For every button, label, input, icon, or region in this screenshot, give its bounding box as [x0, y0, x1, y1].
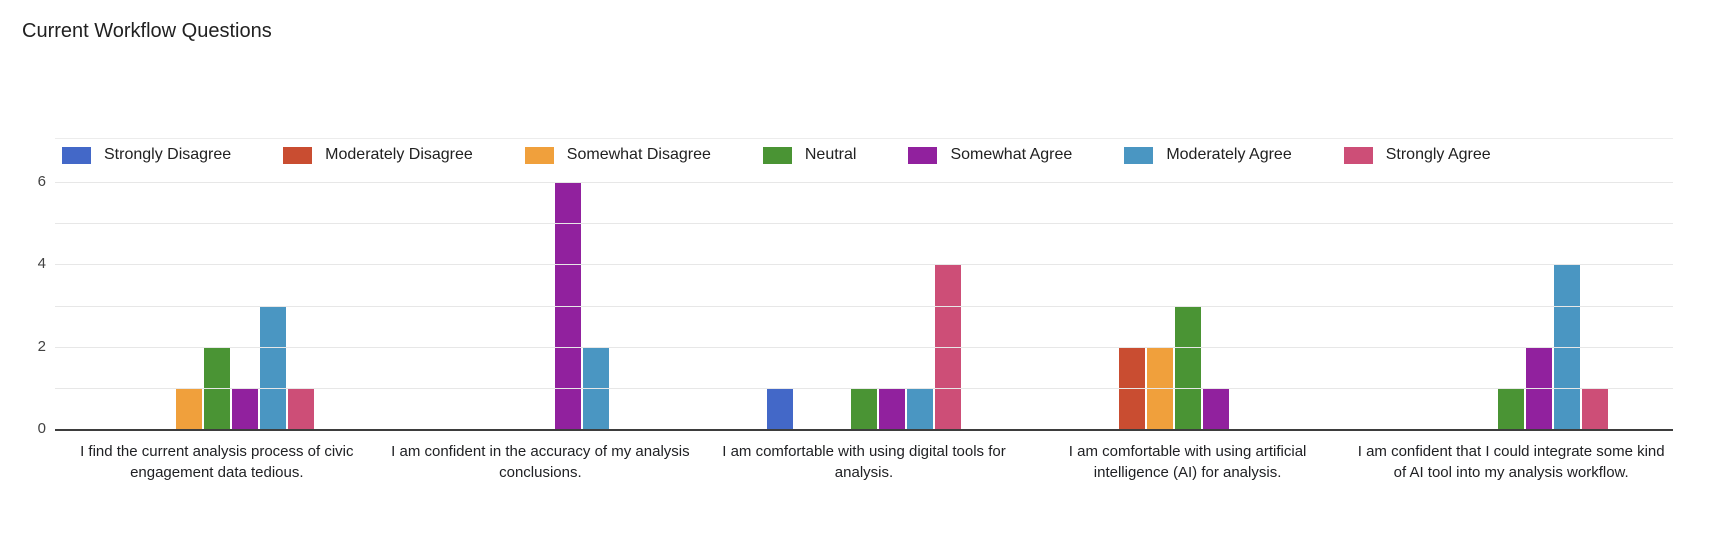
bar[interactable]: [766, 388, 793, 430]
legend-item: Somewhat Agree: [908, 146, 1072, 164]
bar[interactable]: [259, 306, 286, 430]
y-tick-label: 6: [37, 173, 46, 190]
bar-group: [702, 139, 1026, 430]
bar-group: [1349, 139, 1673, 430]
x-category-label: I am confident in the accuracy of my ana…: [379, 441, 703, 483]
legend-swatch: [1124, 146, 1154, 164]
legend-item: Somewhat Disagree: [524, 146, 711, 164]
x-category-label: I am comfortable with using digital tool…: [702, 441, 1026, 483]
legend-label: Neutral: [804, 146, 857, 163]
bar[interactable]: [1174, 306, 1201, 430]
x-category-label: I am comfortable with using artificial i…: [1026, 441, 1350, 483]
legend-item: Moderately Disagree: [283, 146, 473, 164]
bar[interactable]: [850, 388, 877, 430]
y-tick-label: 0: [37, 420, 46, 437]
legend-label: Somewhat Disagree: [566, 146, 711, 163]
legend-label: Moderately Agree: [1166, 146, 1292, 163]
gridline: [55, 387, 1673, 389]
legend-label: Strongly Disagree: [104, 146, 232, 163]
x-category-label-text: I am confident that I could integrate so…: [1357, 443, 1665, 481]
legend-swatch: [283, 146, 313, 164]
bar[interactable]: [287, 388, 314, 430]
bar[interactable]: [1498, 388, 1525, 430]
x-category-label: I find the current analysis process of c…: [55, 441, 379, 483]
gridline: [55, 182, 1673, 183]
chart-legend: Strongly Disagree Moderately Disagree Some…: [62, 146, 1491, 164]
gridline: [55, 305, 1673, 307]
legend-swatch: [762, 146, 792, 164]
legend-item: Strongly Agree: [1343, 146, 1491, 164]
x-category-label-text: I am comfortable with using artificial i…: [1068, 443, 1307, 481]
x-category-label-text: I find the current analysis process of c…: [80, 443, 354, 481]
gridline: [55, 346, 1673, 348]
legend-label: Somewhat Agree: [950, 146, 1073, 163]
legend-item: Moderately Agree: [1124, 146, 1292, 164]
legend-label: Strongly Agree: [1385, 146, 1491, 163]
legend-item: Strongly Disagree: [62, 146, 231, 164]
bar[interactable]: [1582, 388, 1609, 430]
y-tick-label: 4: [37, 255, 46, 273]
bar[interactable]: [906, 388, 933, 430]
bar[interactable]: [231, 388, 258, 430]
legend-item: Neutral: [762, 146, 857, 164]
gridline: [55, 264, 1673, 266]
x-axis-labels: I find the current analysis process of c…: [55, 441, 1673, 483]
bar[interactable]: [934, 265, 961, 430]
x-category-label-text: I am comfortable with using digital tool…: [722, 443, 1006, 481]
chart-title: Current Workflow Questions: [22, 20, 272, 42]
gridline: [55, 223, 1673, 225]
legend-swatch: [1343, 146, 1373, 164]
x-category-label: I am confident that I could integrate so…: [1349, 441, 1673, 483]
legend-label: Moderately Disagree: [325, 146, 473, 163]
y-axis: 0 2 4 6: [0, 138, 46, 437]
bar[interactable]: [175, 388, 202, 430]
legend-swatch: [524, 146, 554, 164]
bar[interactable]: [1554, 265, 1581, 430]
bar[interactable]: [555, 183, 582, 430]
plot-area: [55, 138, 1673, 430]
x-category-label-text: I am confident in the accuracy of my ana…: [391, 443, 690, 481]
legend-swatch: [908, 146, 938, 164]
x-axis-line: [55, 429, 1673, 431]
legend-swatch: [62, 146, 91, 164]
bar[interactable]: [878, 388, 905, 430]
y-tick-label: 2: [37, 337, 46, 355]
bar-groups: [55, 139, 1673, 430]
bar[interactable]: [1202, 388, 1229, 430]
